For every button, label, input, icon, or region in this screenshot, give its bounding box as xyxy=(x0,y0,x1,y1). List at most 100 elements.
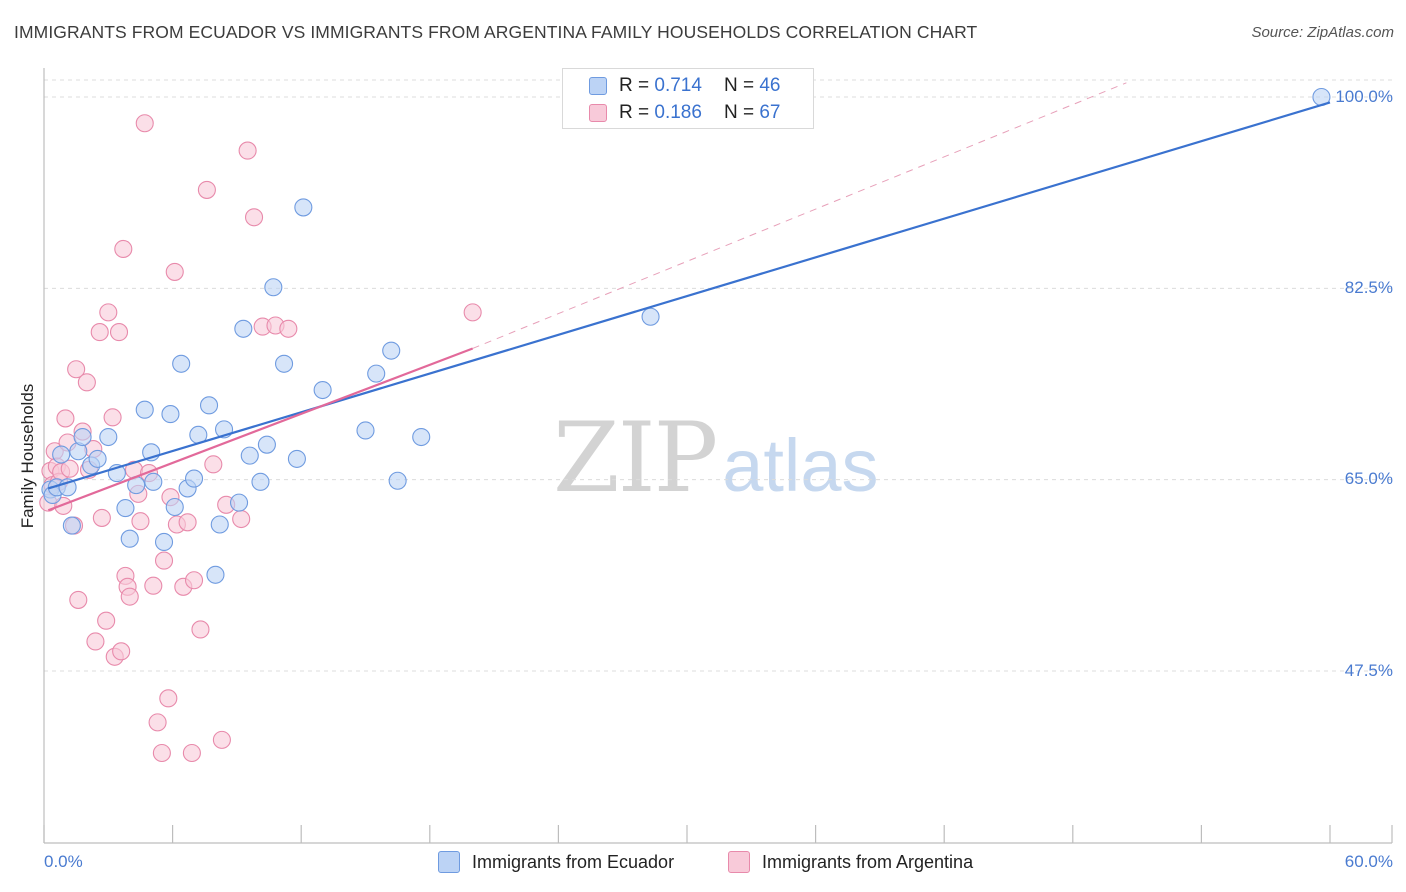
legend-swatch-blue xyxy=(589,77,607,95)
ecuador-point xyxy=(287,449,306,468)
ecuador-point xyxy=(229,493,249,512)
ecuador-point xyxy=(154,532,174,552)
argentina-point xyxy=(159,689,178,708)
argentina-point xyxy=(69,590,88,609)
argentina-point xyxy=(238,141,257,160)
argentina-point xyxy=(103,408,122,427)
argentina-point xyxy=(148,713,167,732)
ecuador-point xyxy=(313,380,332,400)
argentina-point xyxy=(109,323,129,342)
legend-item-ecuador: Immigrants from Ecuador xyxy=(438,851,674,873)
argentina-point xyxy=(463,303,482,322)
argentina-point xyxy=(97,611,116,630)
ecuador-point xyxy=(367,364,386,383)
argentina-point xyxy=(244,208,264,227)
argentina-trend-extension xyxy=(472,82,1127,349)
watermark: ZIPatlas xyxy=(553,402,879,514)
argentina-point xyxy=(90,323,109,342)
legend-row-ecuador: R = 0.714 N = 46 xyxy=(589,75,780,97)
correlation-legend: R = 0.714 N = 46 R = 0.186 N = 67 xyxy=(562,68,814,129)
ecuador-point xyxy=(73,427,92,447)
argentina-point xyxy=(212,730,231,749)
legend-swatch-pink xyxy=(589,104,607,122)
ecuador-point xyxy=(388,471,407,490)
watermark-zip: ZIP xyxy=(553,402,718,514)
ecuador-point xyxy=(135,400,154,419)
argentina-point xyxy=(191,620,210,639)
ecuador-point xyxy=(184,469,204,488)
ecuador-point xyxy=(257,435,276,454)
ecuador-point xyxy=(161,405,180,424)
legend-label: Immigrants from Ecuador xyxy=(472,851,675,872)
argentina-point xyxy=(86,632,105,651)
argentina-point xyxy=(178,513,197,532)
x-tick-label: 60.0% xyxy=(1344,852,1393,871)
ecuador-point xyxy=(264,278,283,297)
r-value: 0.186 xyxy=(654,102,702,123)
legend-swatch-blue xyxy=(438,851,460,873)
ecuador-point xyxy=(210,515,229,534)
source-label: Source: ZipAtlas.com xyxy=(1251,24,1394,41)
ecuador-point xyxy=(356,421,375,440)
argentina-point xyxy=(165,262,184,281)
n-value: 67 xyxy=(759,102,781,123)
y-tick-label: 65.0% xyxy=(1344,469,1393,488)
argentina-point xyxy=(232,509,251,529)
watermark-atlas: atlas xyxy=(722,424,879,507)
legend-item-argentina: Immigrants from Argentina xyxy=(728,851,973,873)
ecuador-point xyxy=(116,499,135,518)
x-tick-label: 0.0% xyxy=(44,852,83,871)
r-value: 0.714 xyxy=(654,75,702,96)
ecuador-point xyxy=(382,341,401,360)
ecuador-point xyxy=(412,427,431,447)
r-label: R = xyxy=(619,75,650,96)
legend-label: Immigrants from Argentina xyxy=(762,851,974,872)
ecuador-trend-line xyxy=(47,101,1331,490)
ecuador-point xyxy=(234,319,253,338)
argentina-point xyxy=(197,180,216,199)
argentina-point xyxy=(56,409,75,428)
ecuador-point xyxy=(206,565,225,584)
ecuador-point xyxy=(251,472,270,491)
ecuador-point xyxy=(62,516,81,535)
argentina-point xyxy=(114,239,133,259)
y-tick-label: 47.5% xyxy=(1344,661,1393,680)
argentina-point xyxy=(60,459,79,478)
argentina-point xyxy=(182,743,201,763)
ecuador-point xyxy=(120,529,139,548)
ecuador-point xyxy=(275,354,294,373)
ecuador-point xyxy=(88,449,107,468)
n-value: 46 xyxy=(759,75,781,96)
argentina-point xyxy=(154,551,174,570)
argentina-point xyxy=(204,455,223,474)
argentina-point xyxy=(99,303,118,322)
argentina-point xyxy=(112,642,131,661)
ecuador-point xyxy=(240,446,259,465)
n-label: N = xyxy=(723,75,755,96)
chart-title: IMMIGRANTS FROM ECUADOR VS IMMIGRANTS FR… xyxy=(14,22,978,42)
y-axis-label: Family Households xyxy=(18,383,37,529)
ecuador-point xyxy=(641,307,660,326)
ecuador-point xyxy=(199,396,219,415)
y-tick-label: 100.0% xyxy=(1335,87,1393,106)
y-tick-label: 82.5% xyxy=(1344,278,1393,297)
argentina-point xyxy=(279,319,298,338)
ecuador-point xyxy=(172,354,191,373)
ecuador-point xyxy=(99,427,118,447)
r-label: R = xyxy=(619,102,650,123)
argentina-point xyxy=(67,360,86,379)
argentina-point xyxy=(54,496,73,515)
legend-row-argentina: R = 0.186 N = 67 xyxy=(589,102,780,124)
argentina-point xyxy=(144,576,163,595)
argentina-trend-line xyxy=(47,347,474,512)
argentina-point xyxy=(131,512,150,531)
argentina-point xyxy=(184,571,204,590)
ecuador-point xyxy=(165,497,184,517)
series-legend: Immigrants from Ecuador Immigrants from … xyxy=(0,851,1406,877)
argentina-point xyxy=(152,743,171,763)
ecuador-point xyxy=(294,198,313,217)
n-label: N = xyxy=(723,102,755,123)
argentina-point xyxy=(120,587,139,606)
legend-swatch-pink xyxy=(728,851,750,873)
